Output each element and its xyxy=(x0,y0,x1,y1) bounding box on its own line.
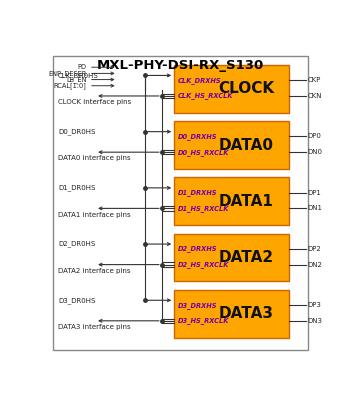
Text: DATA0 interface pins: DATA0 interface pins xyxy=(58,155,131,161)
Text: D2_HS_RXCLK: D2_HS_RXCLK xyxy=(178,261,230,268)
Text: D3_DR0HS: D3_DR0HS xyxy=(58,297,95,304)
Text: DATA3: DATA3 xyxy=(219,306,274,321)
Text: DATA2: DATA2 xyxy=(219,250,274,265)
Text: DN2: DN2 xyxy=(308,262,322,268)
Text: DATA1 interface pins: DATA1 interface pins xyxy=(58,212,131,218)
Text: ENP_DESER: ENP_DESER xyxy=(48,70,87,77)
Text: D1_HS_RXCLK: D1_HS_RXCLK xyxy=(178,205,230,212)
Text: DN1: DN1 xyxy=(308,205,322,211)
Text: D3_HS_RXCLK: D3_HS_RXCLK xyxy=(178,317,230,324)
Text: RCAL[1:0]: RCAL[1:0] xyxy=(54,82,87,89)
Text: CKN: CKN xyxy=(308,93,322,99)
Text: CKP: CKP xyxy=(308,77,321,83)
Text: CLK_DRXHS: CLK_DRXHS xyxy=(178,77,222,84)
Text: DATA1: DATA1 xyxy=(219,194,274,209)
Text: LB_EN: LB_EN xyxy=(66,76,87,83)
Text: CLK_DR0HS: CLK_DR0HS xyxy=(58,72,99,79)
Text: DN3: DN3 xyxy=(308,318,322,324)
Text: CLOCK: CLOCK xyxy=(218,81,275,96)
Bar xyxy=(174,177,289,225)
Bar xyxy=(174,234,289,281)
Text: MXL-PHY-DSI-RX_S130: MXL-PHY-DSI-RX_S130 xyxy=(97,59,264,72)
Bar xyxy=(174,65,289,113)
Text: DP1: DP1 xyxy=(308,190,321,196)
Text: CLK_HS_RXCLK: CLK_HS_RXCLK xyxy=(178,92,234,100)
Text: CLOCK interface pins: CLOCK interface pins xyxy=(58,99,131,105)
Text: DATA0: DATA0 xyxy=(219,138,274,152)
Text: D1_DR0HS: D1_DR0HS xyxy=(58,184,95,191)
Text: DP3: DP3 xyxy=(308,302,321,308)
Text: D3_DRXHS: D3_DRXHS xyxy=(178,302,218,308)
Bar xyxy=(174,121,289,169)
Text: PD: PD xyxy=(78,64,87,70)
Bar xyxy=(174,290,289,338)
Text: D0_HS_RXCLK: D0_HS_RXCLK xyxy=(178,149,230,156)
Text: D2_DRXHS: D2_DRXHS xyxy=(178,245,218,252)
Text: DP2: DP2 xyxy=(308,246,321,252)
Text: DN0: DN0 xyxy=(308,149,322,155)
Text: DP0: DP0 xyxy=(308,134,321,140)
Text: D2_DR0HS: D2_DR0HS xyxy=(58,241,95,248)
Text: DATA3 interface pins: DATA3 interface pins xyxy=(58,324,131,330)
Text: D0_DRXHS: D0_DRXHS xyxy=(178,133,218,140)
Text: D1_DRXHS: D1_DRXHS xyxy=(178,189,218,196)
Text: D0_DR0HS: D0_DR0HS xyxy=(58,128,95,135)
Text: DATA2 interface pins: DATA2 interface pins xyxy=(58,268,131,274)
